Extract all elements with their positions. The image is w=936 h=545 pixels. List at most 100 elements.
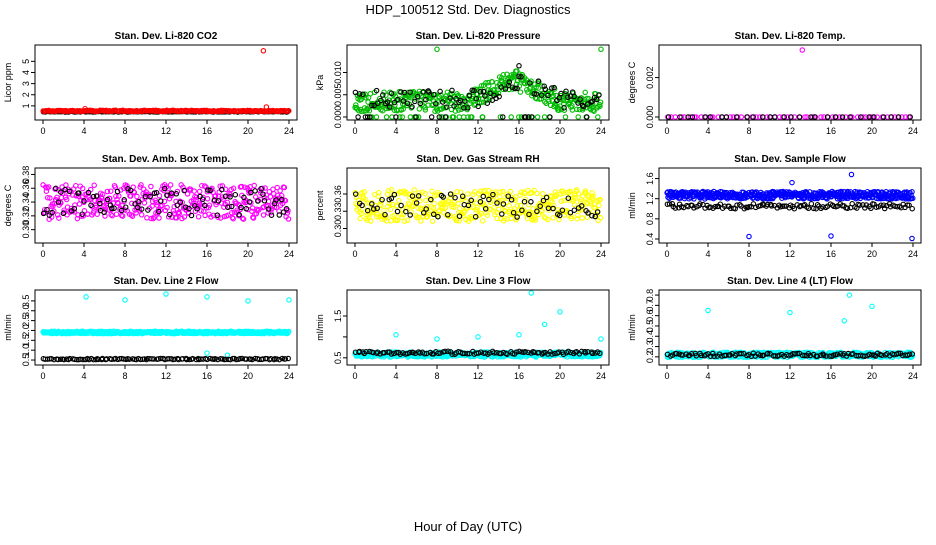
- data-point-black: [261, 198, 268, 204]
- data-point-yellow: [416, 190, 422, 196]
- data-point-black: [527, 80, 533, 86]
- data-point-black: [752, 204, 759, 211]
- data-points: [352, 186, 604, 224]
- data-point-magenta: [99, 191, 106, 198]
- data-point-cyan: [286, 297, 292, 303]
- x-tick-label: 20: [555, 126, 565, 136]
- data-point-yellow: [474, 204, 481, 211]
- data-point-black: [151, 190, 158, 197]
- data-point-black: [172, 356, 178, 362]
- data-point-black: [537, 203, 543, 209]
- data-point-black: [85, 189, 92, 196]
- data-point-black: [571, 93, 577, 100]
- data-point-black: [673, 350, 680, 357]
- data-point-blue: [746, 233, 752, 240]
- data-point-yellow: [597, 196, 603, 203]
- data-point-black: [776, 352, 782, 358]
- data-point-yellow: [455, 200, 461, 207]
- data-point-yellow: [500, 188, 506, 195]
- data-point-black: [559, 207, 566, 214]
- data-point-black: [496, 93, 502, 100]
- data-point-magenta: [43, 188, 50, 194]
- data-point-magenta: [213, 201, 219, 208]
- panel-title: Stan. Dev. Line 3 Flow: [426, 276, 531, 287]
- data-point-magenta: [267, 194, 274, 200]
- data-point-black: [669, 201, 676, 207]
- data-point-cyan: [434, 336, 440, 342]
- data-point-black: [204, 356, 210, 363]
- data-point-black: [55, 199, 62, 205]
- data-point-yellow: [373, 213, 380, 220]
- data-point-black: [407, 349, 413, 356]
- data-point-black: [202, 202, 208, 209]
- data-point-black: [525, 349, 531, 356]
- data-point-black: [746, 204, 752, 210]
- data-point-black: [567, 93, 574, 99]
- data-point-green: [508, 114, 514, 120]
- data-point-black: [379, 196, 385, 203]
- scatter-panel-3: Stan. Dev. Li-820 Temp. 0 4 8 12 16 20 24 0.000 0…: [627, 31, 922, 136]
- data-point-black: [212, 356, 218, 362]
- data-point-black: [409, 104, 415, 110]
- data-point-black: [580, 103, 587, 110]
- data-point-green: [539, 83, 545, 89]
- data-point-black: [413, 200, 420, 206]
- data-point-black: [177, 199, 184, 206]
- data-point-yellow: [411, 187, 417, 193]
- data-point-black: [862, 353, 868, 359]
- data-point-black: [194, 206, 200, 212]
- data-point-black: [228, 203, 235, 210]
- data-point-black: [518, 74, 524, 80]
- data-point-cyan: [224, 352, 231, 358]
- data-point-black: [394, 96, 401, 103]
- data-point-blue: [909, 235, 915, 242]
- data-point-black: [67, 355, 73, 362]
- x-tick-label: 20: [243, 126, 253, 136]
- data-point-yellow: [534, 190, 540, 197]
- y-tick-label: 0.005: [333, 83, 343, 106]
- data-point-black: [430, 91, 437, 98]
- data-point-black: [589, 212, 595, 219]
- data-point-yellow: [453, 217, 460, 224]
- x-tick-label: 4: [81, 126, 86, 136]
- data-point-black: [44, 206, 50, 213]
- data-point-cyan: [122, 297, 128, 303]
- data-point-green: [550, 92, 556, 99]
- data-point-black: [360, 349, 366, 355]
- data-point-black: [589, 350, 596, 357]
- data-point-black: [189, 355, 196, 362]
- data-point-black: [839, 114, 846, 120]
- data-point-black: [506, 79, 513, 85]
- data-point-black: [710, 350, 716, 357]
- data-point-magenta: [119, 213, 126, 219]
- data-point-black: [888, 114, 894, 120]
- data-point-blue: [691, 196, 697, 202]
- data-point-black: [549, 351, 555, 357]
- data-point-cyan: [528, 290, 535, 296]
- data-point-black: [409, 193, 416, 199]
- y-tick-label: 0.4: [645, 330, 655, 343]
- data-point-yellow: [454, 188, 460, 195]
- data-point-black: [101, 209, 107, 216]
- y-tick-label: 3: [21, 81, 31, 86]
- plot-frame: [658, 44, 922, 121]
- y-tick-label: 0.8: [645, 213, 655, 226]
- x-tick-label: 20: [867, 126, 877, 136]
- y-tick-label: 0.30: [21, 221, 31, 239]
- data-point-yellow: [507, 188, 514, 195]
- data-point-black: [499, 211, 505, 217]
- data-point-black: [410, 349, 416, 356]
- y-tick-label: 0.5: [333, 352, 343, 365]
- data-point-black: [465, 202, 472, 209]
- y-tick-label: 3.5: [21, 295, 31, 308]
- data-point-yellow: [441, 201, 448, 208]
- data-point-black: [844, 205, 851, 212]
- data-point-black: [468, 197, 474, 204]
- data-point-black: [814, 353, 821, 359]
- data-point-magenta: [61, 207, 67, 213]
- data-point-magenta: [242, 184, 248, 191]
- x-tick-label: 8: [122, 126, 127, 136]
- data-point-black: [592, 213, 598, 220]
- data-point-black: [127, 187, 134, 194]
- data-point-yellow: [579, 215, 585, 221]
